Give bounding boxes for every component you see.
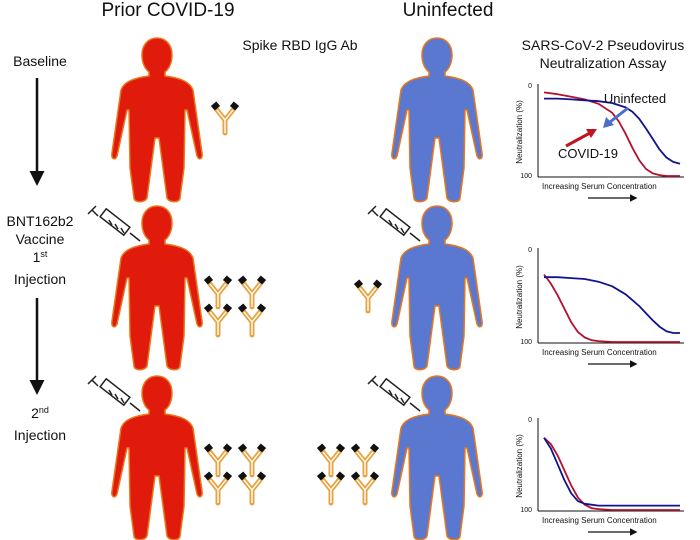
y-axis-label: Neutralization (%)	[515, 434, 524, 498]
y-axis-label: Neutralization (%)	[515, 265, 524, 329]
syringe-icon	[367, 205, 421, 242]
series-line-series-1	[543, 437, 680, 507]
human-uninfected-baseline	[391, 37, 483, 203]
antibody-icon	[354, 279, 382, 311]
stage-first-line3: 1st	[33, 249, 48, 265]
syringe-icon	[87, 375, 141, 412]
annotation-arrow-uninfected	[609, 106, 629, 124]
series-line-series-1	[544, 276, 680, 334]
stage-first-line2: Vaccine	[16, 231, 65, 247]
stage-baseline: Baseline	[13, 53, 67, 69]
series-line-series-0	[543, 437, 680, 511]
x-axis-label: Increasing Serum Concentration	[542, 348, 657, 357]
antibody-icon	[211, 101, 239, 133]
neutralization-chart-first-injection: 0 100 Neutralization (%) Increasing Serum C…	[515, 247, 684, 368]
stage-second-line1: 2nd	[31, 405, 49, 421]
annotation-uninfected: Uninfected	[604, 91, 666, 106]
header-prior-covid: Prior COVID-19	[101, 0, 234, 21]
syringe-icon	[367, 375, 421, 412]
y-tick-label: 100	[520, 339, 532, 346]
series-line-series-0	[543, 273, 680, 343]
x-axis-label: Increasing Serum Concentration	[542, 516, 657, 525]
series-line-covid-19	[543, 91, 680, 177]
neutralization-chart-second-injection: 0 100 Neutralization (%) Increasing Serum C…	[515, 417, 684, 536]
antibody-icon	[238, 443, 266, 475]
annotation-covid: COVID-19	[558, 146, 618, 161]
header-antibody: Spike RBD IgG Ab	[242, 37, 357, 53]
annotation-arrow-covid	[565, 131, 591, 148]
y-axis-label: Neutralization (%)	[515, 100, 524, 164]
y-tick-label: 100	[520, 507, 532, 514]
syringe-icon	[87, 205, 141, 242]
antibody-icon	[204, 275, 232, 307]
header-assay-line1: SARS-CoV-2 Pseudovirus	[522, 37, 685, 53]
y-tick-label: 0	[528, 247, 532, 254]
antibody-icon	[238, 275, 266, 307]
antibody-icon	[317, 443, 345, 475]
stage-first-line1: BNT162b2	[7, 213, 74, 229]
annotation-arrowhead-covid	[586, 129, 597, 138]
antibody-icon	[351, 443, 379, 475]
header-uninfected: Uninfected	[403, 0, 494, 21]
x-axis-label: Increasing Serum Concentration	[542, 182, 657, 191]
antibody-icon	[204, 443, 232, 475]
human-prior-baseline	[111, 37, 203, 203]
y-tick-label: 0	[528, 83, 532, 90]
neutralization-chart-baseline: 0 100 Neutralization (%) Increasing Serum C…	[515, 83, 684, 202]
y-tick-label: 100	[520, 173, 532, 180]
series-line-uninfected	[544, 97, 681, 165]
header-assay-line2: Neutralization Assay	[540, 55, 667, 71]
annotation-arrowhead-uninfected	[603, 117, 614, 128]
stage-second-line2: Injection	[14, 427, 66, 443]
stage-first-line4: Injection	[14, 271, 66, 287]
y-tick-label: 0	[528, 417, 532, 424]
